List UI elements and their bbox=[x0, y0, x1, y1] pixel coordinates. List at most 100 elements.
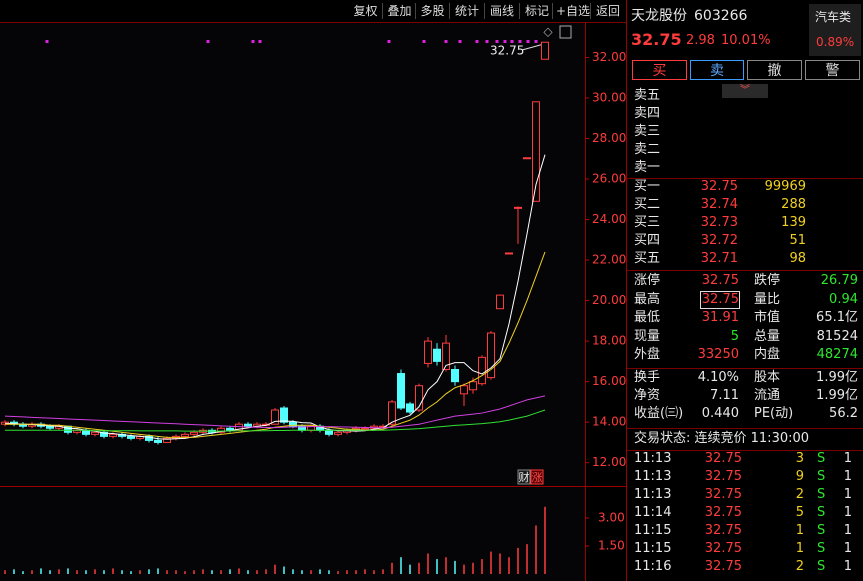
marker-finance[interactable]: 财 bbox=[519, 470, 530, 484]
signal-dot bbox=[206, 40, 210, 43]
candle-body bbox=[424, 340, 432, 364]
candle-body bbox=[505, 252, 513, 255]
stat-value: 31.91 bbox=[701, 310, 739, 325]
stat-label: 内盘 bbox=[754, 347, 781, 362]
toolbar-button[interactable]: +自选 bbox=[555, 4, 591, 18]
stat-value: 5 bbox=[730, 328, 739, 344]
toolbar-button[interactable]: 画线 bbox=[489, 4, 514, 18]
tick-count: 1 bbox=[843, 523, 852, 538]
candle-body bbox=[433, 348, 441, 362]
toolbar-divider bbox=[382, 3, 383, 19]
price-change: 2.98 bbox=[686, 33, 715, 48]
buy-button[interactable]: 买 bbox=[632, 60, 687, 80]
buy-level-label: 买四 bbox=[634, 233, 661, 248]
toolbar-divider bbox=[449, 3, 450, 19]
candle-body bbox=[523, 157, 531, 160]
tick-volume: 2 bbox=[795, 487, 804, 502]
tick-side: S bbox=[817, 469, 826, 484]
toolbar-button[interactable]: 多股 bbox=[420, 4, 445, 18]
separator bbox=[627, 368, 863, 369]
tick-price: 32.75 bbox=[704, 451, 742, 466]
candle-body bbox=[532, 101, 540, 202]
candle-body bbox=[334, 431, 342, 435]
tick-price: 32.75 bbox=[704, 523, 742, 538]
tick-count: 1 bbox=[843, 469, 852, 484]
toolbar-button[interactable]: 标记 bbox=[524, 4, 549, 18]
tick-price: 32.75 bbox=[704, 505, 742, 520]
buy-level-label: 买三 bbox=[634, 215, 661, 230]
toolbar-button[interactable]: 叠加 bbox=[387, 4, 412, 18]
expand-tab[interactable]: ︾ bbox=[722, 84, 768, 98]
buy-level-volume: 98 bbox=[789, 251, 806, 266]
tick-volume: 1 bbox=[795, 523, 804, 538]
candle-body bbox=[271, 409, 279, 425]
y-tick-label: 14.00 bbox=[592, 415, 626, 429]
volume-tick-label: 3.00 bbox=[598, 511, 625, 525]
sell-button[interactable]: 卖 bbox=[690, 60, 744, 80]
tick-price: 32.75 bbox=[704, 559, 742, 574]
moving-average-line bbox=[5, 409, 546, 432]
signal-dot bbox=[526, 40, 530, 43]
fundamental-value: 1.99亿 bbox=[816, 370, 858, 385]
candle-body bbox=[127, 435, 135, 439]
candle-body bbox=[388, 401, 396, 425]
stat-label: 最高 bbox=[634, 291, 661, 307]
tick-volume: 2 bbox=[795, 559, 804, 574]
annotation-arrow bbox=[521, 43, 545, 51]
stat-label: 外盘 bbox=[634, 347, 661, 362]
candle-body bbox=[451, 368, 459, 383]
candle-body bbox=[460, 385, 468, 395]
price-change-pct: 10.01% bbox=[721, 33, 771, 48]
marker-box[interactable] bbox=[530, 469, 544, 485]
signal-dot bbox=[45, 40, 49, 43]
fundamental-value: 7.11 bbox=[710, 388, 739, 403]
candle-body bbox=[154, 439, 162, 443]
stat-value: 33250 bbox=[697, 347, 739, 362]
stat-value: 32.75 bbox=[700, 290, 740, 309]
volume-tick-label: 1.50 bbox=[598, 539, 625, 553]
candle-body bbox=[109, 433, 117, 437]
signal-dot bbox=[422, 40, 426, 43]
alert-button[interactable]: 警 bbox=[805, 60, 860, 80]
signal-dot bbox=[458, 40, 462, 43]
separator bbox=[627, 178, 863, 179]
toolbar-button[interactable]: 复权 bbox=[353, 4, 378, 18]
stat-label: 涨停 bbox=[634, 273, 661, 288]
kline-chart: ◇ 32.75 财 涨 32.00 30.00 28.00 26.00 24.00 22.… bbox=[0, 0, 627, 581]
candle-body bbox=[244, 423, 252, 427]
chart-bg bbox=[0, 22, 585, 581]
stat-value: 81524 bbox=[816, 328, 858, 344]
y-tick-label: 18.00 bbox=[592, 334, 626, 348]
tick-side: S bbox=[817, 505, 826, 520]
toolbar-button[interactable]: 统计 bbox=[454, 4, 479, 18]
tick-time: 11:15 bbox=[634, 541, 672, 556]
tick-volume: 9 bbox=[795, 469, 804, 484]
y-tick-label: 20.00 bbox=[592, 293, 626, 307]
tick-count: 1 bbox=[843, 487, 852, 502]
tick-count: 1 bbox=[843, 451, 852, 466]
sector-name[interactable]: 汽车类 bbox=[815, 10, 852, 24]
buy-level-volume: 288 bbox=[781, 197, 806, 212]
signal-dot bbox=[503, 40, 507, 43]
panel-toggle-icon[interactable] bbox=[559, 25, 572, 39]
toolbar-button[interactable]: 返回 bbox=[595, 4, 620, 18]
marker-limit-up[interactable]: 涨 bbox=[532, 471, 543, 484]
buy-level-label: 买五 bbox=[634, 251, 661, 266]
signal-dot bbox=[534, 40, 538, 43]
tick-side: S bbox=[817, 523, 826, 538]
tick-volume: 3 bbox=[795, 451, 804, 466]
y-tick-label: 32.00 bbox=[592, 50, 626, 64]
fundamental-label: 股本 bbox=[754, 370, 781, 385]
separator bbox=[627, 450, 863, 451]
sector-change[interactable]: 0.89% bbox=[816, 35, 855, 49]
price-annotation: 32.75 bbox=[490, 44, 524, 58]
buy-level-price: 32.75 bbox=[700, 179, 738, 194]
marker-box[interactable] bbox=[517, 469, 531, 485]
sell-level-label: 卖四 bbox=[634, 106, 661, 121]
stat-label: 量比 bbox=[754, 291, 781, 307]
sector-box[interactable] bbox=[809, 4, 861, 56]
fundamental-label: 净资 bbox=[634, 388, 661, 403]
signal-dot bbox=[495, 40, 499, 43]
candle-body bbox=[478, 356, 486, 385]
cancel-button[interactable]: 撤 bbox=[747, 60, 802, 80]
